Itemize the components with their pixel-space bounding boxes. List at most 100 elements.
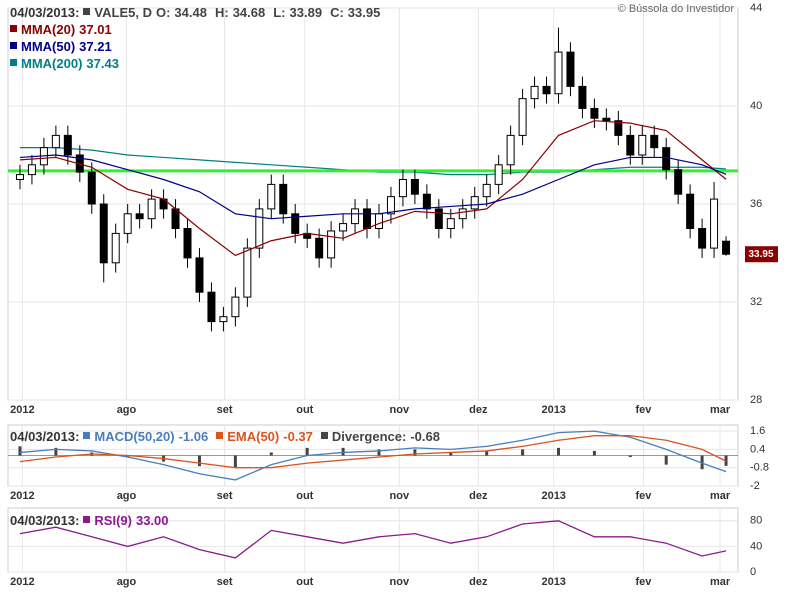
candle-body xyxy=(434,208,443,229)
legend-row: MMA(200) 37.43 xyxy=(10,55,388,72)
indicator-line xyxy=(19,435,727,469)
legend-name: MMA(50) xyxy=(21,39,76,54)
candle-body xyxy=(542,85,551,95)
candle-body xyxy=(650,134,659,149)
divergence-bar xyxy=(628,455,632,458)
candle-body xyxy=(267,183,276,210)
y-tick-label: 40 xyxy=(750,100,762,112)
divergence-bar xyxy=(341,447,345,456)
candle-body xyxy=(171,208,180,229)
candle-body xyxy=(518,98,527,136)
legend-value: -1.06 xyxy=(178,429,209,444)
x-tick-label: dez xyxy=(469,576,488,588)
watermark: © Bússola do Investidor xyxy=(617,3,734,15)
x-tick-label: 2013 xyxy=(541,576,565,588)
legend-name: MACD(50,20) xyxy=(94,429,175,444)
candle-body xyxy=(87,171,96,205)
y-tick-label: 36 xyxy=(750,198,762,210)
candle-body xyxy=(674,169,683,195)
y-tick-label: 0 xyxy=(750,566,756,578)
legend-swatch xyxy=(83,432,91,439)
x-tick-label: mar xyxy=(710,404,731,416)
candle-body xyxy=(15,174,24,181)
ohlc-value: 33.89 xyxy=(289,5,323,20)
x-tick-label: nov xyxy=(390,490,410,502)
x-tick-label: 2013 xyxy=(541,490,565,502)
candle-body xyxy=(243,247,252,298)
x-tick-label: out xyxy=(296,404,313,416)
x-tick-label: nov xyxy=(390,576,410,588)
legend-date: 04/03/2013: xyxy=(10,429,80,444)
x-tick-label: ago xyxy=(117,576,137,588)
legend-swatch xyxy=(216,432,224,439)
legend-swatch xyxy=(83,8,91,15)
legend-name: VALE5, D xyxy=(94,5,152,20)
candle-body xyxy=(351,208,360,225)
legend-swatch xyxy=(10,59,17,66)
ohlc-value: 33.95 xyxy=(347,5,381,20)
candle-body xyxy=(339,223,348,232)
moving-average xyxy=(19,154,727,220)
ohlc-label: O: xyxy=(155,5,171,20)
candle-body xyxy=(494,164,503,185)
candle-body xyxy=(135,213,144,220)
divergence-bar xyxy=(413,449,417,456)
divergence-bar xyxy=(305,447,309,456)
y-tick-label: 0.4 xyxy=(750,443,765,455)
legend-row: MMA(50) 37.21 xyxy=(10,38,388,55)
y-tick-label: -2 xyxy=(750,480,760,492)
candle-body xyxy=(662,147,671,171)
candle-body xyxy=(111,232,120,264)
candle-body xyxy=(327,230,336,259)
divergence-bar xyxy=(197,455,201,467)
rsi-legend: 04/03/2013: RSI(9) 33.00 xyxy=(10,512,177,529)
legend-swatch xyxy=(10,25,17,32)
divergence-bar xyxy=(269,452,273,456)
divergence-bar xyxy=(377,449,381,456)
x-tick-label: fev xyxy=(636,576,653,588)
divergence-bar xyxy=(592,450,596,456)
candle-body xyxy=(578,85,587,109)
divergence-bar xyxy=(700,455,704,470)
candle-body xyxy=(506,134,515,166)
x-tick-label: 2012 xyxy=(10,404,34,416)
candle-body xyxy=(315,237,324,259)
candle-body xyxy=(363,208,372,229)
x-tick-label: out xyxy=(296,576,313,588)
divergence-bar xyxy=(18,446,22,456)
candle-body xyxy=(566,51,575,87)
y-tick-label: 32 xyxy=(750,296,762,308)
x-tick-label: mar xyxy=(710,576,731,588)
divergence-bar xyxy=(664,455,668,465)
indicator-line xyxy=(19,520,727,559)
candle-body xyxy=(255,208,264,249)
candle-body xyxy=(626,134,635,156)
candle-body xyxy=(386,196,395,215)
y-tick-label: 80 xyxy=(750,515,762,527)
ohlc-label: L: xyxy=(273,5,286,20)
candle-body xyxy=(422,193,431,210)
candle-body xyxy=(554,51,563,95)
x-tick-label: 2012 xyxy=(10,576,34,588)
x-tick-label: dez xyxy=(469,490,488,502)
last-price-label: 33.95 xyxy=(748,249,773,260)
y-tick-label: -0.8 xyxy=(750,462,769,474)
y-tick-label: 44 xyxy=(750,2,762,14)
x-tick-label: fev xyxy=(636,404,653,416)
legend-name: MMA(200) xyxy=(21,56,83,71)
x-tick-label: ago xyxy=(117,404,137,416)
x-tick-label: set xyxy=(217,490,233,502)
x-tick-label: nov xyxy=(390,404,410,416)
candle-body xyxy=(123,213,132,234)
x-tick-label: ago xyxy=(117,490,137,502)
price-legend: 04/03/2013: VALE5, D O: 34.48 H: 34.68 L: 33.89… xyxy=(10,4,388,72)
legend-swatch xyxy=(10,42,17,49)
candle-body xyxy=(207,291,216,323)
candle-body xyxy=(458,208,467,220)
macd-legend: 04/03/2013: MACD(50,20) -1.06 EMA(50) -0.37 D… xyxy=(10,428,448,445)
candle-body xyxy=(231,296,240,318)
x-tick-label: set xyxy=(217,404,233,416)
divergence-bar xyxy=(449,452,453,456)
candle-body xyxy=(470,196,479,210)
